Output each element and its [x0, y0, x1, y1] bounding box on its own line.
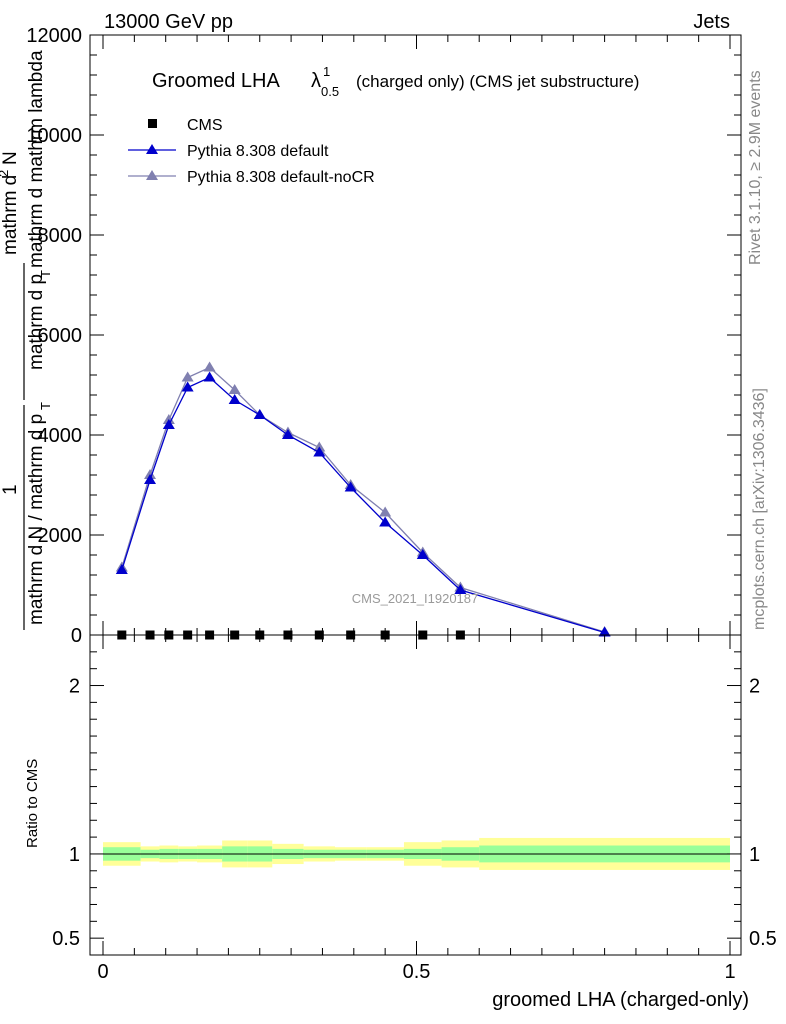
legend-label-cms: CMS — [187, 117, 223, 134]
series-line-pythia-nocr — [121, 366, 605, 633]
main-y-tick-label: 6000 — [38, 325, 83, 347]
ratio-plot-frame — [89, 634, 742, 956]
rivet-version-text: Rivet 3.1.10, ≥ 2.9M events — [747, 70, 764, 265]
main-y-tick-label: 4000 — [38, 425, 83, 447]
x-tick-label: 0 — [97, 961, 108, 983]
data-point-pythia-default — [598, 626, 611, 637]
ratio-y-tick-label-left: 1 — [69, 844, 80, 866]
title-superscript: 1 — [323, 64, 330, 79]
data-point-pythia-default — [115, 564, 128, 574]
data-point-pythia-default — [181, 381, 194, 392]
data-point-pythia-default — [281, 429, 294, 439]
ylabel-den: mathrm d p — [26, 274, 47, 370]
data-point-pythia-default — [144, 474, 157, 484]
data-point-pythia-nocr — [228, 384, 241, 394]
ratio-y-tick-label-left: 0.5 — [52, 928, 80, 950]
title-main: Groomed LHA — [152, 70, 280, 92]
data-point-pythia-default — [454, 584, 467, 594]
x-tick-label: 1 — [724, 961, 735, 983]
ratio-y-tick-label-right: 2 — [749, 676, 760, 698]
ylabel-num-top: mathrm d — [0, 175, 21, 255]
data-point-pythia-default — [379, 516, 392, 527]
legend-label-pythia-default: Pythia 8.308 default — [187, 143, 329, 160]
analysis-watermark: CMS_2021_I1920187 — [352, 591, 479, 606]
legend-marker-cms — [148, 119, 157, 128]
ylabel-den-sub: T — [38, 270, 53, 278]
ratio-plot-panel: 0.5 0.51 12 2 0 0.5 1 Ratio to CMS groomed LH… — [24, 634, 777, 1011]
data-point-pythia-default — [203, 371, 216, 382]
legend: CMS Pythia 8.308 default Pythia 8.308 de… — [128, 117, 375, 186]
x-tick-label: 0.5 — [403, 961, 431, 983]
ratio-y-tick-label-left: 2 — [69, 676, 80, 698]
main-plot-panel: 0 2000 4000 6000 8000 10000 12000 Groomed LHA … — [0, 25, 742, 647]
ratio-y-axis-label: Ratio to CMS — [24, 759, 41, 848]
title-rest: (charged only) (CMS jet substructure) — [356, 72, 639, 91]
main-y-tick-label: 2000 — [38, 525, 83, 547]
legend-item-pythia-default: Pythia 8.308 default — [128, 143, 329, 160]
ylabel-num-sup: 2 — [0, 170, 11, 177]
ylabel-den-rest: mathrm d mathrm lambda — [26, 50, 47, 268]
main-y-tick-label: 0 — [71, 625, 82, 647]
data-point-pythia-default — [416, 549, 429, 559]
header-right: Jets — [693, 11, 730, 33]
mcplots-reference-text: mcplots.cern.ch [arXiv:1306.3436] — [751, 388, 768, 630]
main-y-tick-label: 12000 — [26, 25, 82, 47]
header-left: 13000 GeV pp — [104, 11, 233, 33]
plot-title: Groomed LHA λ 1 0.5 (charged only) (CMS … — [152, 64, 639, 99]
legend-marker-pythia-default — [146, 144, 158, 154]
legend-marker-pythia-nocr — [146, 170, 158, 180]
main-y-axis-label: mathrm d 2 N mathrm d p T mathrm d mathr… — [0, 50, 53, 630]
ratio-y-tick-label-right: 0.5 — [749, 928, 777, 950]
legend-item-pythia-nocr: Pythia 8.308 default-noCR — [128, 169, 375, 186]
data-point-pythia-nocr — [181, 371, 194, 382]
ratio-y-axis-ticks: 0.5 0.5 1 1 2 2 — [52, 651, 777, 950]
main-y-axis-ticks: 0 2000 4000 6000 8000 10000 12000 — [26, 25, 741, 647]
ylabel-frac-num: 1 — [0, 484, 21, 495]
title-lambda: λ — [311, 70, 321, 92]
main-y-tick-label: 8000 — [38, 225, 83, 247]
data-point-pythia-nocr — [203, 361, 216, 372]
ylabel-frac-den-sub: T — [38, 402, 53, 410]
ylabel-frac-den: mathrm d N / mathrm d p — [26, 414, 47, 625]
data-point-pythia-default — [162, 419, 175, 429]
ratio-y-tick-label-right: 1 — [749, 844, 760, 866]
main-y-tick-label: 10000 — [26, 125, 82, 147]
x-axis-label: groomed LHA (charged-only) — [492, 989, 749, 1011]
ratio-x-axis-ticks: 0 0.5 1 — [97, 635, 736, 983]
series-line-pythia-default — [121, 376, 605, 634]
data-point-pythia-default — [253, 409, 266, 419]
legend-item-cms: CMS — [148, 117, 223, 134]
ylabel-num-bottom: N — [0, 151, 21, 165]
data-point-pythia-default — [313, 446, 326, 457]
title-subscript: 0.5 — [321, 84, 339, 99]
data-point-pythia-default — [228, 394, 241, 404]
legend-label-pythia-nocr: Pythia 8.308 default-noCR — [187, 169, 375, 186]
data-point-pythia-default — [344, 481, 357, 492]
data-point-pythia-nocr — [379, 506, 392, 517]
